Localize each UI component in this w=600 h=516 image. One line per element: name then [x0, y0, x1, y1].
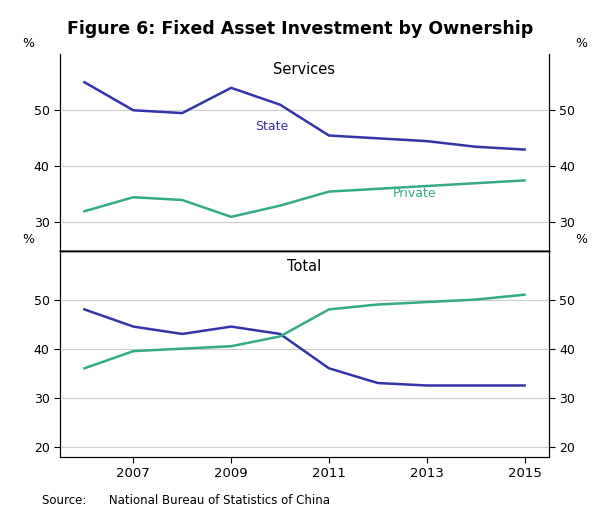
Text: %: %	[22, 233, 34, 246]
Text: %: %	[575, 37, 587, 50]
Text: Private: Private	[392, 187, 436, 200]
Text: Total: Total	[287, 259, 322, 274]
Text: Source:      National Bureau of Statistics of China: Source: National Bureau of Statistics of…	[42, 494, 330, 507]
Text: State: State	[256, 120, 289, 133]
Text: %: %	[575, 233, 587, 246]
Text: %: %	[22, 37, 34, 50]
Text: Figure 6: Fixed Asset Investment by Ownership: Figure 6: Fixed Asset Investment by Owne…	[67, 20, 533, 38]
Text: Services: Services	[274, 62, 335, 77]
